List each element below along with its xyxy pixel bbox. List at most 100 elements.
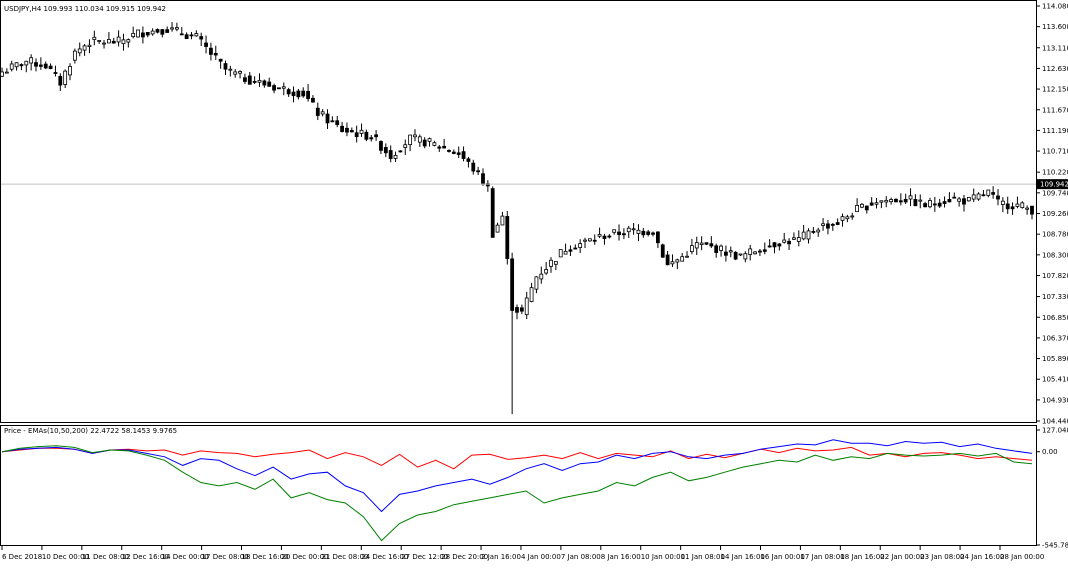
- candle-body: [642, 231, 645, 234]
- candle-body: [137, 30, 140, 37]
- candle-body: [122, 40, 125, 44]
- candle-body: [788, 241, 791, 243]
- candle-body: [729, 251, 732, 252]
- candle-body: [953, 197, 956, 198]
- candle-body: [506, 216, 509, 258]
- candle-body: [836, 223, 839, 225]
- candle-body: [807, 231, 810, 239]
- candle-body: [39, 65, 42, 66]
- candle-body: [443, 146, 446, 148]
- candle-body: [447, 150, 450, 151]
- candle-body: [59, 76, 62, 85]
- candle-body: [413, 135, 416, 137]
- candle-body: [112, 41, 115, 43]
- price-tick-label: 110.710: [1042, 148, 1068, 156]
- candle-body: [1021, 203, 1024, 208]
- candle: [967, 197, 970, 202]
- candle-body: [156, 29, 159, 32]
- candle-body: [54, 72, 57, 73]
- candle-body: [1031, 206, 1034, 214]
- candle-body: [44, 64, 47, 68]
- candle-body: [316, 108, 319, 115]
- price-panel-title: USDJPY,H4 109.993 110.034 109.915 109.94…: [4, 5, 166, 13]
- time-tick-label: 7 Jan 08:00: [561, 553, 601, 561]
- candle-body: [384, 147, 387, 152]
- candle-body: [83, 46, 86, 50]
- candle-body: [171, 28, 174, 29]
- candle-body: [452, 152, 455, 153]
- candle-body: [35, 63, 38, 67]
- candle-body: [127, 40, 130, 42]
- candle-body: [345, 128, 348, 132]
- candle-body: [564, 251, 567, 254]
- price-tick-label: 108.780: [1042, 231, 1068, 239]
- price-tick-label: 113.600: [1042, 23, 1068, 31]
- time-tick-label: 4 Jan 00:00: [521, 553, 561, 561]
- price-tick-label: 107.820: [1042, 272, 1068, 280]
- candle-body: [234, 72, 237, 74]
- candle-body: [200, 37, 203, 39]
- candle-body: [705, 243, 708, 245]
- candle-body: [263, 81, 266, 85]
- candle-body: [690, 246, 693, 252]
- candle-body: [525, 298, 528, 315]
- time-tick-label: 28 Jan 00:00: [1000, 553, 1044, 561]
- candle-body: [992, 193, 995, 195]
- candle-body: [579, 244, 582, 248]
- candle-body: [860, 204, 863, 207]
- candle-body: [98, 40, 101, 41]
- candle-body: [496, 225, 499, 232]
- candle-body: [253, 81, 256, 82]
- price-tick-label: 106.850: [1042, 314, 1068, 322]
- candle-body: [841, 217, 844, 221]
- candle-body: [681, 257, 684, 261]
- candle-body: [64, 71, 67, 84]
- candle-body: [671, 262, 674, 264]
- candle-body: [472, 163, 475, 171]
- candle-body: [744, 254, 747, 259]
- candle-body: [715, 246, 718, 253]
- candle-body: [15, 63, 18, 67]
- candle-body: [292, 92, 295, 96]
- candle-body: [205, 43, 208, 46]
- candle-body: [686, 256, 689, 257]
- time-tick-label: 8 Jan 16:00: [601, 553, 641, 561]
- candle-body: [491, 189, 494, 238]
- candle-body: [914, 199, 917, 205]
- candle-body: [875, 203, 878, 205]
- candle-body: [817, 230, 820, 232]
- price-tick-label: 111.670: [1042, 106, 1068, 114]
- candle-body: [846, 217, 849, 219]
- candle-body: [307, 91, 310, 98]
- candle-body: [239, 72, 242, 74]
- candle-body: [365, 132, 368, 139]
- candle-body: [535, 277, 538, 289]
- candle-body: [739, 254, 742, 255]
- candle-body: [822, 224, 825, 226]
- candle: [559, 249, 562, 257]
- candle-body: [209, 48, 212, 54]
- candle-body: [219, 59, 222, 61]
- price-tick-label: 114.080: [1042, 3, 1068, 11]
- time-tick-label: 16 Jan 00:00: [760, 553, 804, 561]
- candle-body: [656, 232, 659, 243]
- candle-body: [175, 28, 178, 30]
- candle-body: [1011, 207, 1014, 209]
- candle-body: [360, 130, 363, 133]
- candle-body: [511, 259, 514, 311]
- candle-body: [190, 35, 193, 36]
- candle-body: [355, 133, 358, 137]
- candle-body: [797, 238, 800, 242]
- time-tick-label: 2 Jan 16:00: [481, 553, 521, 561]
- candle-body: [632, 229, 635, 230]
- candle-body: [622, 234, 625, 235]
- candle-body: [166, 30, 169, 33]
- candle-body: [214, 53, 217, 55]
- candle-body: [972, 195, 975, 199]
- candle-body: [375, 135, 378, 137]
- price-tick-label: 110.220: [1042, 169, 1068, 177]
- candle-body: [550, 260, 553, 266]
- price-tick-label: 113.110: [1042, 44, 1068, 52]
